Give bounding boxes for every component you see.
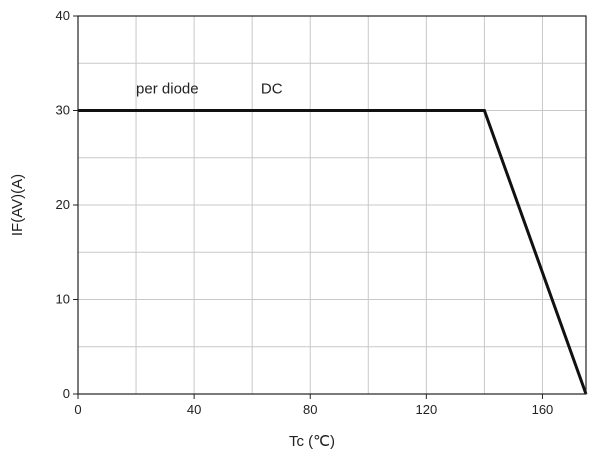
x-tick-label-1: 40 bbox=[187, 402, 201, 417]
annotation-1: DC bbox=[261, 80, 283, 97]
x-tick-label-3: 120 bbox=[415, 402, 437, 417]
tick-labels: 0 40 80 120 160 0 10 20 30 40 bbox=[56, 8, 554, 417]
annotation-0: per diode bbox=[136, 80, 199, 97]
y-tick-label-1: 10 bbox=[56, 292, 70, 307]
y-tick-label-4: 40 bbox=[56, 8, 70, 23]
y-tick-label-3: 30 bbox=[56, 103, 70, 118]
series-group bbox=[78, 109, 588, 395]
x-tick-label-0: 0 bbox=[74, 402, 81, 417]
y-tick-label-0: 0 bbox=[63, 386, 70, 401]
axes bbox=[73, 15, 587, 399]
x-tick-label-4: 160 bbox=[532, 402, 554, 417]
y-tick-label-2: 20 bbox=[56, 197, 70, 212]
grid-lines bbox=[78, 16, 586, 394]
series-line-0 bbox=[78, 109, 588, 395]
x-axis-label: Tc (℃) bbox=[289, 433, 335, 450]
y-axis-label: IF(AV)(A) bbox=[9, 174, 26, 236]
x-tick-label-2: 80 bbox=[303, 402, 317, 417]
annotations: per diode DC bbox=[136, 80, 283, 97]
